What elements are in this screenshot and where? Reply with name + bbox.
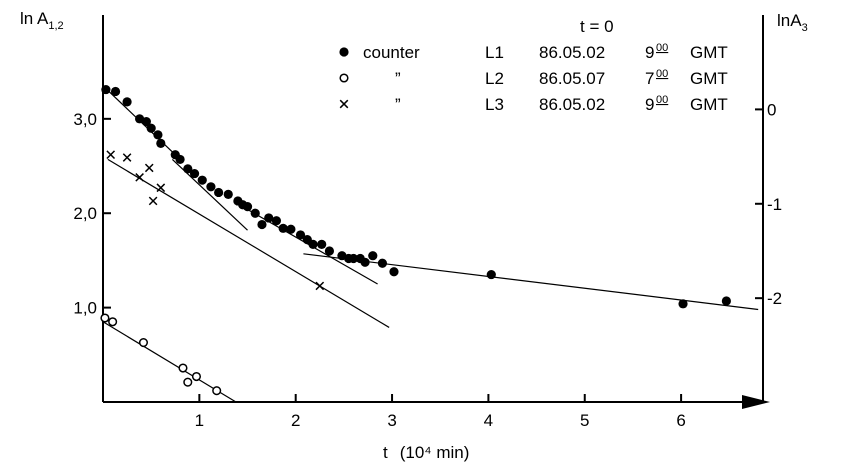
data-point (197, 175, 207, 185)
data-point (271, 216, 282, 226)
legend-header: t = 0 (580, 17, 614, 36)
legend-hour: 7 (645, 69, 654, 88)
data-point (250, 208, 260, 218)
legend-series-name: ” (395, 69, 401, 88)
data-point (315, 281, 325, 291)
x-axis-title: t (10⁴ min) (383, 443, 469, 462)
legend-hour: 9 (645, 95, 654, 114)
y-left-tick-label: 3,0 (73, 110, 97, 129)
data-point (324, 246, 335, 256)
data-point (486, 269, 496, 280)
data-point (308, 239, 318, 249)
fit-line (107, 158, 390, 328)
x-tick-label: 3 (387, 411, 396, 430)
fit-lines (102, 85, 759, 403)
data-point (122, 153, 132, 162)
data-point (122, 97, 132, 107)
x-tick-label: 5 (580, 411, 589, 430)
data-point (191, 371, 202, 382)
legend-marker (339, 73, 349, 83)
data-point (242, 202, 253, 212)
data-point (389, 267, 399, 277)
data-point (100, 313, 110, 323)
x-tick-label: 4 (484, 411, 493, 430)
legend-series-id: L1 (485, 43, 504, 62)
legend-minutes: 00 (656, 68, 668, 80)
data-point (101, 84, 111, 95)
axes (102, 15, 770, 409)
data-point (212, 386, 222, 396)
data-point (106, 150, 116, 160)
data-point (377, 258, 388, 268)
y-left-tick-label: 1,0 (73, 299, 97, 318)
y-right-tick-label: 0 (767, 100, 776, 119)
data-point (189, 168, 200, 179)
legend-minutes: 00 (656, 94, 668, 106)
data-point (278, 223, 288, 233)
legend: t = 0 counter L1 86.05.02 9 00 GMT” L2 86.05.07… (339, 17, 728, 114)
legend-date: 86.05.02 (539, 95, 605, 114)
data-point (175, 154, 185, 165)
data-point (148, 196, 158, 206)
legend-series-id: L3 (485, 95, 504, 114)
data-point (286, 224, 296, 234)
legend-date: 86.05.02 (539, 43, 605, 62)
legend-zone: GMT (690, 69, 728, 88)
data-point (360, 257, 370, 267)
data-point (368, 251, 378, 261)
data-point (110, 86, 121, 97)
legend-date: 86.05.07 (539, 69, 605, 88)
data-point (348, 253, 359, 264)
y-right-tick-label: -1 (767, 195, 782, 214)
legend-minutes: 00 (656, 42, 668, 54)
data-point (678, 299, 688, 309)
data-point (295, 230, 306, 240)
fit-line (303, 253, 759, 311)
legend-series-name: counter (363, 43, 420, 62)
y-left-tick-label: 2,0 (73, 204, 97, 223)
x-tick-label: 2 (291, 411, 300, 430)
legend-zone: GMT (690, 95, 728, 114)
legend-marker (339, 47, 349, 57)
data-point (721, 296, 731, 306)
data-point (264, 213, 274, 223)
data-point (206, 182, 216, 192)
y-left-axis-title: ln A1,2 (20, 9, 64, 32)
y-right-axis-title: lnA3 (777, 11, 808, 34)
x-axis-arrow-icon (742, 395, 770, 409)
ticks: 1 2 3 4 5 6 1,0 2,0 3,0 0 -1 -2 (73, 100, 782, 430)
x-tick-label: 6 (676, 411, 685, 430)
data-point (108, 317, 118, 327)
data-point (317, 239, 327, 249)
legend-hour: 9 (645, 43, 654, 62)
data-point (146, 123, 156, 133)
legend-series-name: ” (395, 95, 401, 114)
data-point (156, 138, 166, 148)
y-right-tick-label: -2 (767, 289, 782, 308)
data-point (183, 164, 193, 174)
legend-series-id: L2 (485, 69, 504, 88)
data-point (144, 163, 154, 173)
data-point (141, 117, 151, 127)
data-point (156, 183, 166, 193)
data-point (138, 337, 149, 348)
data-point (178, 363, 188, 373)
data-point (257, 219, 267, 230)
data-point (183, 377, 193, 387)
data-point (135, 173, 144, 182)
x-tick-label: 1 (195, 411, 204, 430)
data-point (214, 187, 224, 198)
legend-zone: GMT (690, 43, 728, 62)
data-points (100, 84, 731, 396)
legend-marker (339, 99, 349, 109)
data-point (153, 130, 163, 140)
data-point (223, 189, 233, 199)
